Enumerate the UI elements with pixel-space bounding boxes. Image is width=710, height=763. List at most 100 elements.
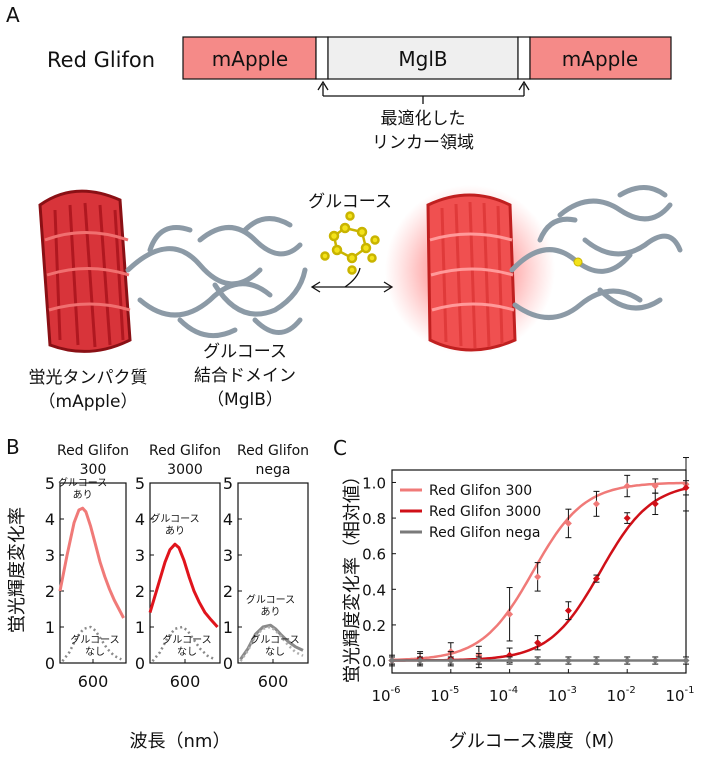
data-point xyxy=(447,657,455,665)
data-point xyxy=(651,500,659,508)
y-tick-label: 4 xyxy=(45,510,55,529)
data-point xyxy=(623,482,631,490)
spectra-plots: Red Glifon300012345600グルコースありグルコースなしRed … xyxy=(45,443,309,691)
legend-label: Red Glifon nega xyxy=(429,525,540,541)
y-tick-label: 0.0 xyxy=(362,653,386,671)
segment-label: mApple xyxy=(562,47,638,71)
construct-bar: mApple MglB mApple xyxy=(182,36,672,80)
linker-note: リンカー領域 xyxy=(372,133,474,153)
y-tick-label: 2 xyxy=(135,582,145,601)
data-point xyxy=(475,657,483,665)
y-tick-label: 1 xyxy=(45,618,55,637)
linker-bracket xyxy=(317,80,530,104)
spectrum-line-without-glucose xyxy=(151,625,216,663)
panel-b-ylabel: 蛍光輝度変化率 xyxy=(7,507,28,633)
y-tick-label: 1.0 xyxy=(362,474,386,492)
data-point xyxy=(564,607,572,615)
x-tick-label: 600 xyxy=(258,672,289,691)
data-point xyxy=(651,657,659,665)
without-glucose-label: なし xyxy=(85,646,105,658)
data-point xyxy=(416,657,424,665)
with-glucose-label: あり xyxy=(165,525,185,537)
mapple-barrel-left xyxy=(38,189,132,353)
segment-label: mApple xyxy=(212,47,288,71)
data-point xyxy=(651,482,659,490)
glucose-molecule-icon xyxy=(320,211,380,275)
data-point xyxy=(592,657,600,665)
y-tick-label: 3 xyxy=(45,546,55,565)
data-point xyxy=(388,657,396,665)
panel-c-xlabel: グルコース濃度（M） xyxy=(449,731,625,752)
data-point xyxy=(564,657,572,665)
y-tick-label: 0.8 xyxy=(362,510,386,528)
dose-series xyxy=(388,656,690,665)
x-tick-label: 10-6 xyxy=(371,685,400,705)
y-tick-label: 5 xyxy=(223,474,233,493)
panel-c: C 蛍光輝度変化率（相対値） グルコース濃度（M） 0.00.20.40.60.… xyxy=(333,436,695,752)
with-glucose-label: グルコース xyxy=(150,512,199,525)
panel-a-letter: A xyxy=(6,3,20,27)
subplot-title: Red Glifon xyxy=(149,443,221,459)
x-tick-label: 10-5 xyxy=(430,685,459,705)
mglb-domain-left xyxy=(125,216,308,339)
spectrum-line-without-glucose xyxy=(239,625,304,662)
with-glucose-label: グルコース xyxy=(58,476,107,489)
legend-label: Red Glifon 3000 xyxy=(429,504,541,520)
segment-mapple-right xyxy=(529,36,672,80)
y-tick-label: 0 xyxy=(45,654,55,673)
linker-right xyxy=(517,36,531,80)
without-glucose-label: グルコース xyxy=(162,633,211,646)
y-tick-label: 2 xyxy=(45,582,55,601)
legend-label: Red Glifon 300 xyxy=(429,483,532,499)
y-tick-label: 1 xyxy=(135,618,145,637)
data-point xyxy=(506,610,514,618)
panel-a: A Red Glifon mApple MglB mApple 最適化した リン… xyxy=(6,3,683,412)
y-tick-label: 4 xyxy=(135,510,145,529)
y-tick-label: 0 xyxy=(223,654,233,673)
subplot-title: nega xyxy=(256,462,291,478)
data-point xyxy=(534,573,542,581)
panel-c-ylabel: 蛍光輝度変化率（相対値） xyxy=(342,467,363,683)
x-tick-label: 600 xyxy=(170,672,201,691)
subplot-title: Red Glifon xyxy=(237,443,309,459)
protein-structure-bound xyxy=(385,185,683,355)
segment-mglb xyxy=(327,36,519,80)
panel-b-letter: B xyxy=(6,435,20,459)
data-point xyxy=(682,657,690,665)
y-tick-label: 0.6 xyxy=(362,546,386,564)
protein-structure-unbound xyxy=(38,189,308,353)
subplot-title: 3000 xyxy=(167,462,203,478)
x-tick-label: 10-4 xyxy=(489,685,518,705)
x-tick-label: 10-1 xyxy=(665,685,694,705)
with-glucose-label: あり xyxy=(261,606,281,618)
panel-b: B 蛍光輝度変化率 波長（nm） Red Glifon300012345600グ… xyxy=(6,435,309,752)
mapple-caption: 蛍光タンパク質 xyxy=(29,368,148,388)
subplot-title: 300 xyxy=(80,462,107,478)
data-point xyxy=(623,657,631,665)
data-point xyxy=(534,657,542,665)
plot-frame xyxy=(391,469,687,674)
with-glucose-label: グルコース xyxy=(246,593,295,606)
data-point xyxy=(682,484,690,492)
linker-left xyxy=(315,36,329,80)
data-point xyxy=(506,657,514,665)
data-point xyxy=(534,639,542,647)
spectrum-line-with-glucose xyxy=(148,542,219,629)
mapple-caption: （mApple） xyxy=(39,392,138,412)
without-glucose-label: グルコース xyxy=(70,633,119,646)
data-point xyxy=(623,514,631,522)
y-tick-label: 5 xyxy=(45,474,55,493)
panel-b-xlabel: 波長（nm） xyxy=(130,731,231,752)
subplot-title: Red Glifon xyxy=(57,443,129,459)
data-point xyxy=(592,500,600,508)
y-tick-label: 3 xyxy=(135,546,145,565)
y-tick-label: 1 xyxy=(223,618,233,637)
y-tick-label: 0.2 xyxy=(362,617,386,635)
bound-glucose-icon xyxy=(573,257,583,267)
construct-name: Red Glifon xyxy=(47,48,155,72)
with-glucose-label: あり xyxy=(73,489,93,501)
data-point xyxy=(564,519,572,527)
